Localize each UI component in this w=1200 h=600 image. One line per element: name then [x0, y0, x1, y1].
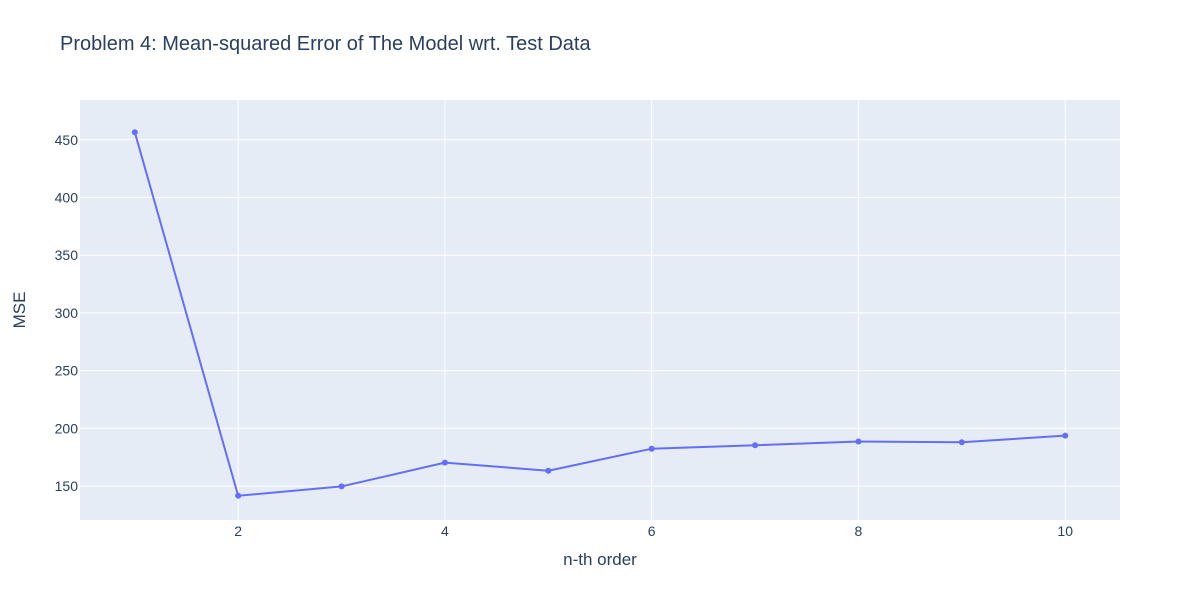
data-point[interactable]: [235, 492, 242, 499]
data-point[interactable]: [441, 459, 448, 466]
y-tick-label: 200: [55, 420, 79, 436]
series-line: [133, 131, 1066, 497]
x-tick-label: 8: [855, 523, 863, 539]
data-point[interactable]: [131, 129, 138, 136]
data-point[interactable]: [958, 439, 965, 446]
plot-area: [80, 100, 1120, 520]
data-point[interactable]: [1062, 432, 1069, 439]
series-layer: [131, 129, 1069, 499]
data-point[interactable]: [338, 483, 345, 490]
data-point[interactable]: [855, 438, 862, 445]
y-axis-title: MSE: [10, 292, 29, 329]
y-tick-label: 400: [55, 190, 79, 206]
x-tick-label: 10: [1057, 523, 1073, 539]
x-axis-title: n-th order: [563, 550, 637, 569]
y-tick-label: 450: [55, 132, 79, 148]
y-tick-label: 250: [55, 363, 79, 379]
chart-title: Problem 4: Mean-squared Error of The Mod…: [60, 33, 591, 55]
x-tick-label: 4: [441, 523, 449, 539]
x-tick-label: 6: [648, 523, 656, 539]
y-tick-label: 150: [55, 478, 79, 494]
data-point[interactable]: [648, 445, 655, 452]
x-tick-label: 2: [234, 523, 242, 539]
data-point[interactable]: [545, 467, 552, 474]
grid: [80, 100, 1120, 520]
y-tick-label: 300: [55, 305, 79, 321]
data-point[interactable]: [752, 442, 759, 449]
y-tick-label: 350: [55, 247, 79, 263]
tick-labels: 2 4 6 8 10 150 200 250 300 350 400 450: [55, 132, 1074, 539]
